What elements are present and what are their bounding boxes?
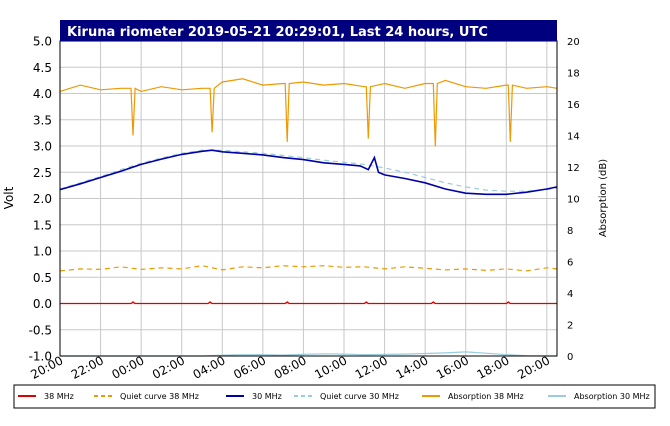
- y-tick-label: 0.5: [33, 271, 52, 285]
- legend-label: 38 MHz: [44, 392, 74, 401]
- y-tick-label: 3.5: [33, 113, 52, 127]
- legend-label: 30 MHz: [252, 392, 282, 401]
- legend-box: [13, 384, 656, 409]
- y2-tick-label: 8: [567, 226, 573, 237]
- y2-tick-label: 2: [567, 321, 573, 332]
- y2-tick-label: 16: [567, 100, 580, 111]
- y-tick-label: 3.0: [33, 140, 52, 154]
- legend-label: Quiet curve 30 MHz: [320, 392, 399, 401]
- y-axis-label: Volt: [2, 186, 16, 209]
- series-layer: [59, 78, 558, 357]
- series-line: [59, 78, 558, 147]
- series-line: [59, 265, 558, 272]
- legend-label: Quiet curve 38 MHz: [120, 392, 199, 401]
- y-tick-label: -0.5: [29, 323, 52, 337]
- legend: 38 MHz Quiet curve 38 MHz 30 MHz Quiet curv…: [18, 392, 650, 401]
- y-tick-label: 2.5: [33, 166, 52, 180]
- y-tick-label: 4.5: [33, 61, 52, 75]
- y-tick-label: 2.0: [33, 192, 52, 206]
- left-axis-ticks: 5.0 4.5 4.0 3.5 3.0 2.5 2.0 1.5 1.0 0.5 0.0 -0.5 -1.…: [29, 35, 52, 364]
- y2-tick-label: 10: [567, 195, 580, 206]
- y-tick-label: 5.0: [33, 35, 52, 49]
- y2-tick-label: 6: [567, 258, 573, 269]
- y2-axis-label: Absorption (dB): [598, 159, 609, 237]
- y-tick-label: -1.0: [29, 350, 52, 364]
- y2-tick-label: 12: [567, 163, 580, 174]
- y2-tick-label: 4: [567, 289, 573, 300]
- title-bar: [60, 20, 557, 41]
- y2-tick-label: 0: [567, 352, 573, 363]
- series-line: [60, 301, 557, 305]
- y-tick-label: 0.0: [33, 297, 52, 311]
- y-tick-label: 1.5: [33, 218, 52, 232]
- y2-tick-label: 20: [567, 37, 580, 48]
- y-tick-label: 1.0: [33, 245, 52, 259]
- y2-tick-label: 14: [567, 132, 580, 143]
- y-tick-label: 4.0: [33, 87, 52, 101]
- chart-title: Kiruna riometer 2019-05-21 20:29:01, Las…: [67, 25, 488, 40]
- legend-label: Absorption 30 MHz: [574, 392, 650, 401]
- series-line: [59, 149, 558, 196]
- y2-tick-label: 18: [567, 69, 580, 80]
- legend-label: Absorption 38 MHz: [448, 392, 524, 401]
